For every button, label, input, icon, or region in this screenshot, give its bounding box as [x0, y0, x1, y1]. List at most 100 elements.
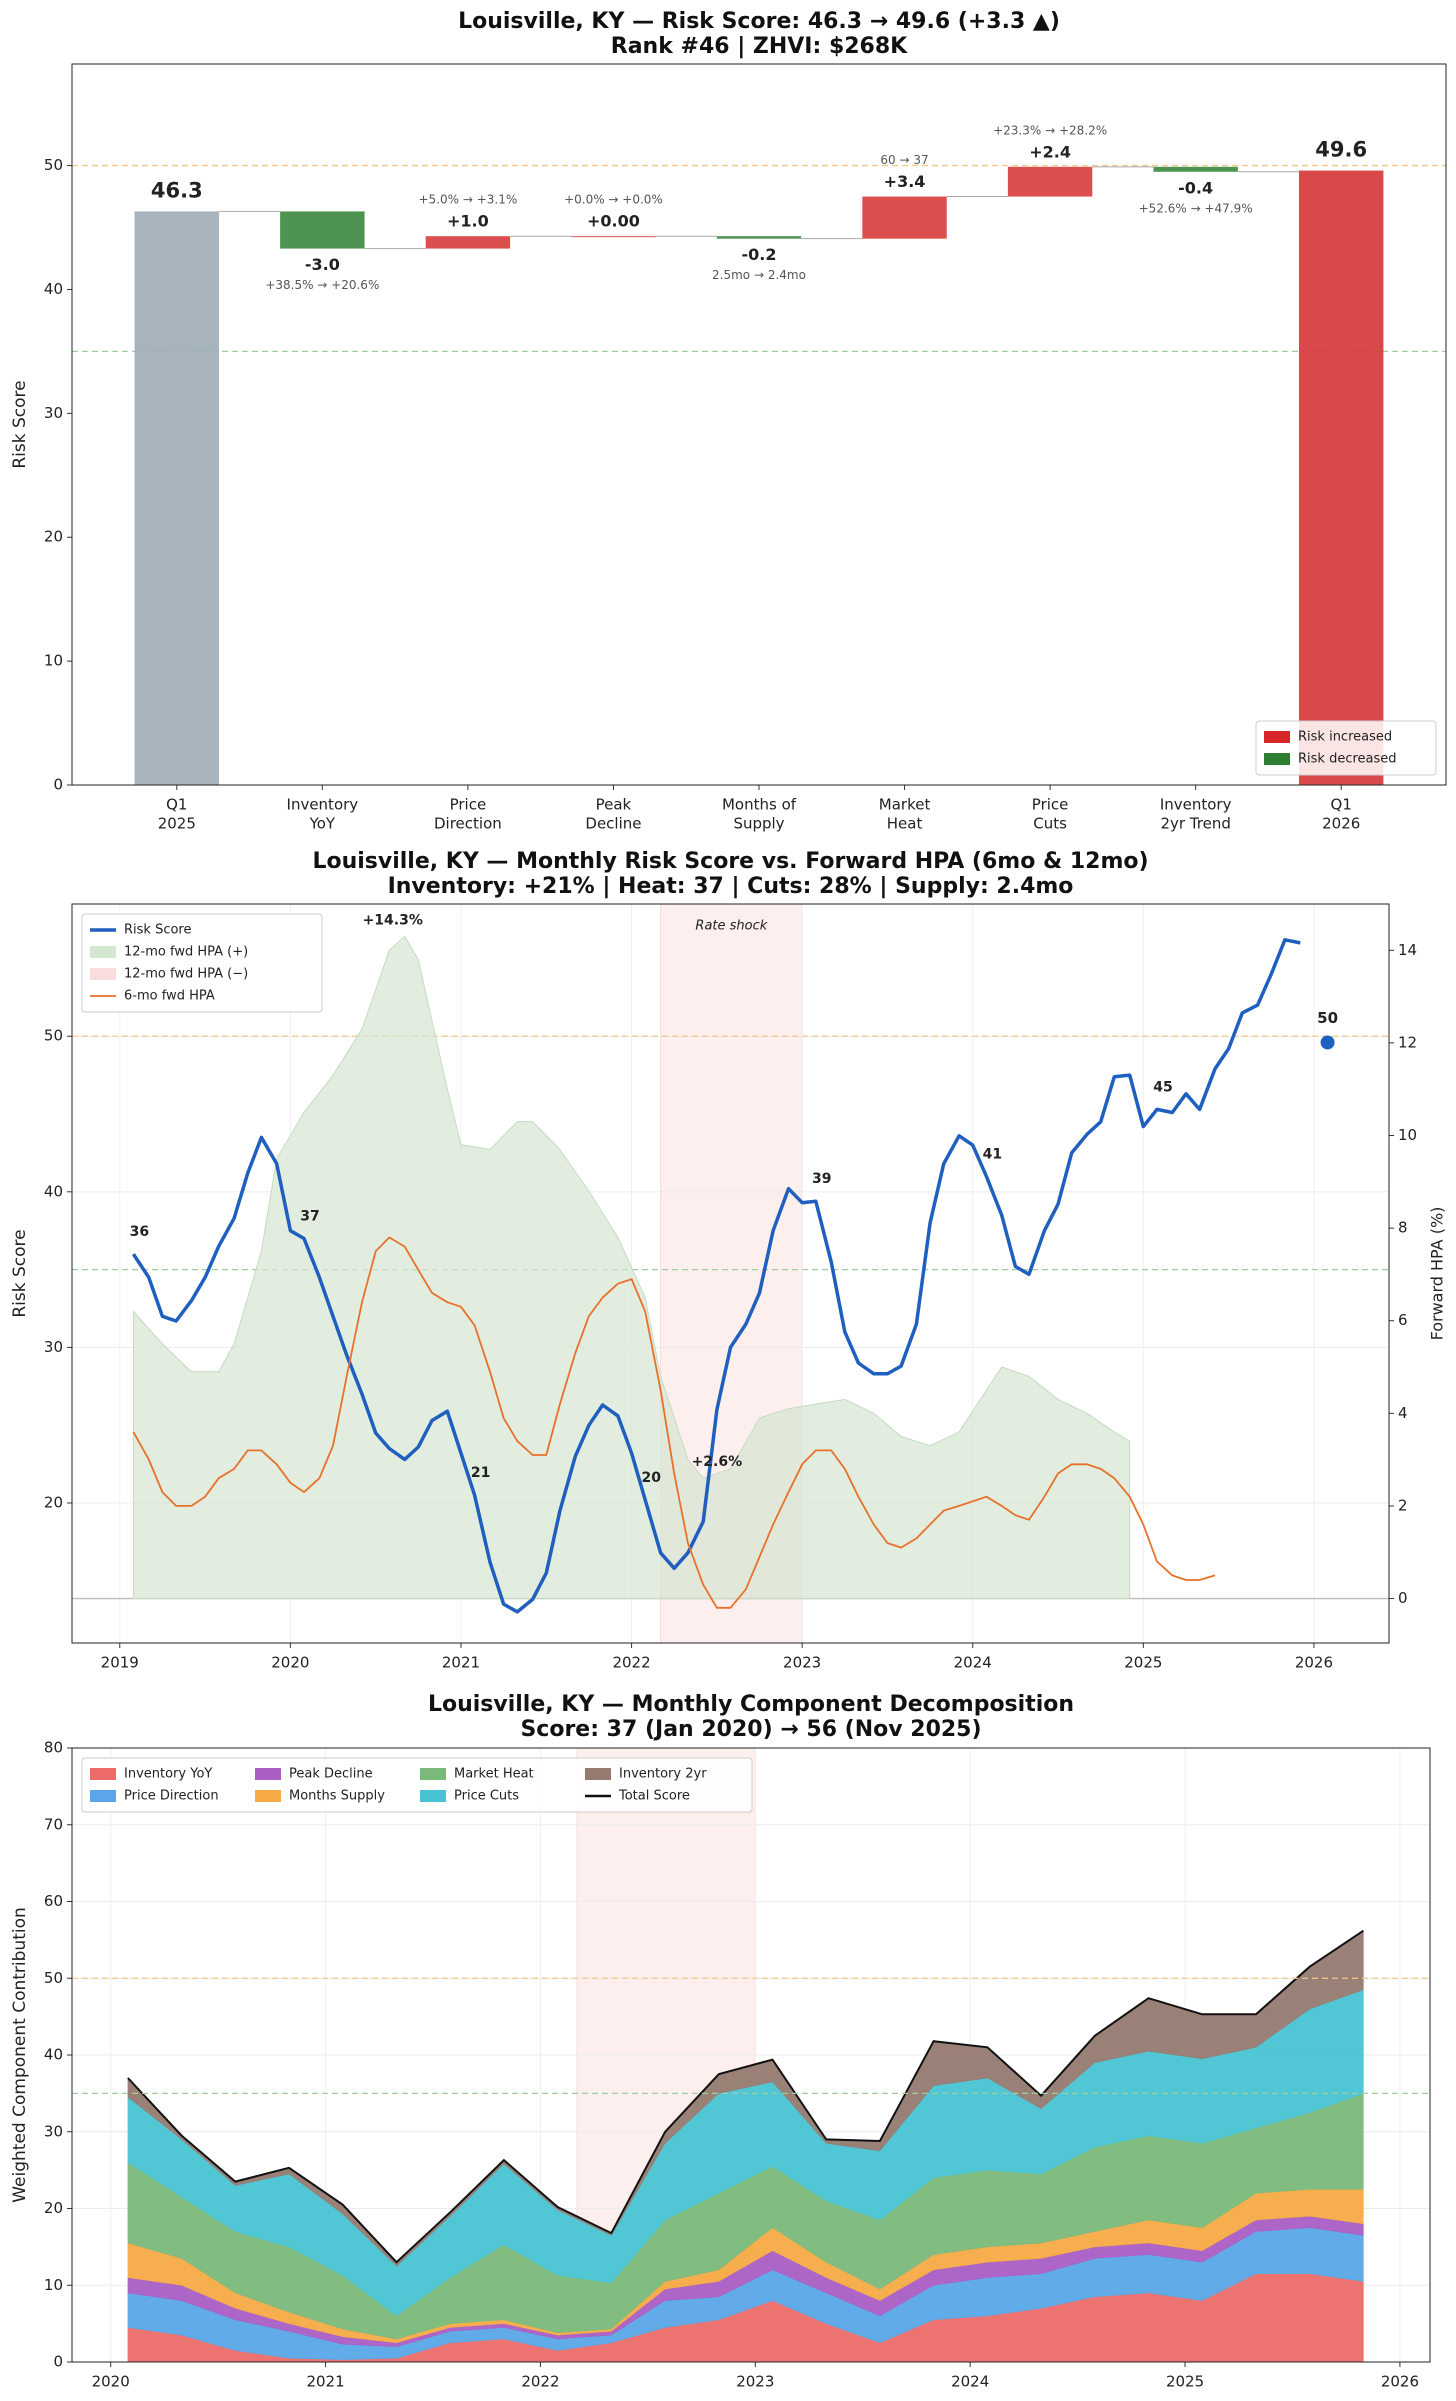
value-label: +2.4 — [1029, 142, 1071, 161]
x-tick-label: 2020 — [92, 2373, 130, 2391]
legend-swatch — [1264, 753, 1290, 765]
x-tick-label: 2021 — [442, 1654, 480, 1672]
legend-label: Price Direction — [124, 1789, 219, 1804]
x-tick-label: 2022 — [521, 2373, 559, 2391]
y2-tick-label: 2 — [1398, 1496, 1408, 1514]
legend-swatch — [255, 1790, 281, 1802]
plot-frame — [71, 63, 1447, 786]
legend-swatch — [255, 1768, 281, 1780]
value-label: +3.4 — [884, 172, 926, 191]
plot-frame — [71, 903, 1390, 1644]
bar — [1007, 166, 1093, 197]
value-label: 49.6 — [1315, 138, 1367, 162]
line — [131, 938, 1301, 1614]
value-label: +1.0 — [447, 212, 489, 231]
y-tick-label: 10 — [44, 652, 63, 670]
x-tick-label: YoY — [309, 815, 336, 833]
y-tick-label: 20 — [44, 528, 63, 546]
x-tick-label: Price — [450, 796, 487, 814]
x-tick-label: 2021 — [306, 2373, 344, 2391]
value-label: +0.00 — [587, 212, 640, 231]
x-tick-label: Q1 — [166, 796, 187, 814]
legend-box — [81, 913, 323, 1013]
y-tick-label: 0 — [53, 2353, 63, 2371]
annotation: +52.6% → +47.9% — [1139, 201, 1253, 215]
bar — [1153, 166, 1238, 172]
x-tick-label: 2024 — [954, 1654, 992, 1672]
legend-swatch — [90, 946, 116, 958]
annotation: 41 — [983, 1146, 1002, 1162]
chart-title: Louisville, KY — Monthly Component Decom… — [428, 1692, 1074, 1717]
x-tick-label: 2023 — [783, 1654, 821, 1672]
x-tick-label: Decline — [585, 815, 641, 833]
y-tick-label: 20 — [44, 2199, 63, 2217]
legend-label: Inventory YoY — [124, 1767, 212, 1782]
plot-frame — [71, 1747, 1431, 2363]
y-axis-label: Risk Score — [10, 380, 30, 468]
annotation: +2.6% — [692, 1454, 743, 1470]
y-tick-label: 30 — [44, 404, 63, 422]
legend-label: Market Heat — [454, 1767, 534, 1782]
annotation: +38.5% → +20.6% — [265, 278, 379, 292]
y-tick-label: 40 — [44, 1182, 63, 1200]
legend-label: Risk Score — [124, 923, 192, 938]
x-tick-label: Supply — [733, 815, 784, 833]
chart-title: Louisville, KY — Monthly Risk Score vs. … — [312, 849, 1148, 874]
x-tick-label: 2023 — [736, 2373, 774, 2391]
legend-label: 6-mo fwd HPA — [124, 989, 215, 1004]
x-tick-label: Heat — [887, 815, 923, 833]
chart-subtitle: Inventory: +21% | Heat: 37 | Cuts: 28% |… — [388, 874, 1074, 899]
legend-label: Peak Decline — [289, 1767, 373, 1782]
y2-tick-label: 4 — [1398, 1404, 1408, 1422]
annotation: 45 — [1153, 1079, 1172, 1095]
x-tick-label: 2025 — [1124, 1654, 1162, 1672]
y-tick-label: 50 — [44, 156, 63, 174]
bar — [425, 236, 511, 249]
legend-swatch — [420, 1790, 446, 1802]
legend-label: Risk decreased — [1298, 752, 1397, 767]
y2-axis-label: Forward HPA (%) — [1428, 1207, 1447, 1341]
y2-tick-label: 0 — [1398, 1589, 1408, 1607]
y2-tick-label: 8 — [1398, 1219, 1408, 1237]
chart-subtitle: Rank #46 | ZHVI: $268K — [611, 34, 908, 59]
legend-label: Inventory 2yr — [619, 1767, 707, 1782]
y-axis-label: Weighted Component Contribution — [10, 1907, 30, 2203]
region-label: Rate shock — [695, 919, 767, 934]
y-tick-label: 70 — [44, 1815, 63, 1833]
y-tick-label: 80 — [44, 1739, 63, 1757]
legend-swatch — [90, 1768, 116, 1780]
x-tick-label: 2026 — [1381, 2373, 1419, 2391]
y2-tick-label: 6 — [1398, 1311, 1408, 1329]
bar — [280, 211, 365, 249]
legend-label: Months Supply — [289, 1789, 385, 1804]
annotation: 39 — [812, 1171, 831, 1187]
area — [132, 935, 1131, 1600]
x-tick-label: Market — [879, 796, 931, 814]
y-tick-label: 0 — [53, 776, 63, 794]
annotation: +5.0% → +3.1% — [419, 193, 518, 207]
y2-tick-label: 12 — [1398, 1033, 1417, 1051]
x-tick-label: Price — [1032, 796, 1069, 814]
y-tick-label: 50 — [44, 1969, 63, 1987]
x-tick-label: 2yr Trend — [1160, 815, 1230, 833]
legend-swatch — [90, 1790, 116, 1802]
y-axis-label: Risk Score — [10, 1229, 30, 1317]
legend-swatch — [90, 968, 116, 980]
x-tick-label: Q1 — [1331, 796, 1352, 814]
annotation: 2.5mo → 2.4mo — [712, 268, 806, 282]
annotation: 21 — [471, 1465, 490, 1481]
chart-subtitle: Score: 37 (Jan 2020) → 56 (Nov 2025) — [520, 1717, 981, 1742]
annotation: +0.0% → +0.0% — [564, 193, 663, 207]
value-label: -0.4 — [1178, 178, 1213, 197]
legend-box — [81, 1757, 753, 1813]
bar — [862, 196, 947, 239]
y-tick-label: 30 — [44, 1338, 63, 1356]
legend-swatch — [1264, 731, 1290, 743]
current-point — [1320, 1035, 1335, 1050]
x-tick-label: 2026 — [1322, 815, 1360, 833]
x-tick-label: Inventory — [287, 796, 359, 814]
x-tick-label: 2025 — [158, 815, 196, 833]
current-point-label: 50 — [1317, 1009, 1338, 1027]
